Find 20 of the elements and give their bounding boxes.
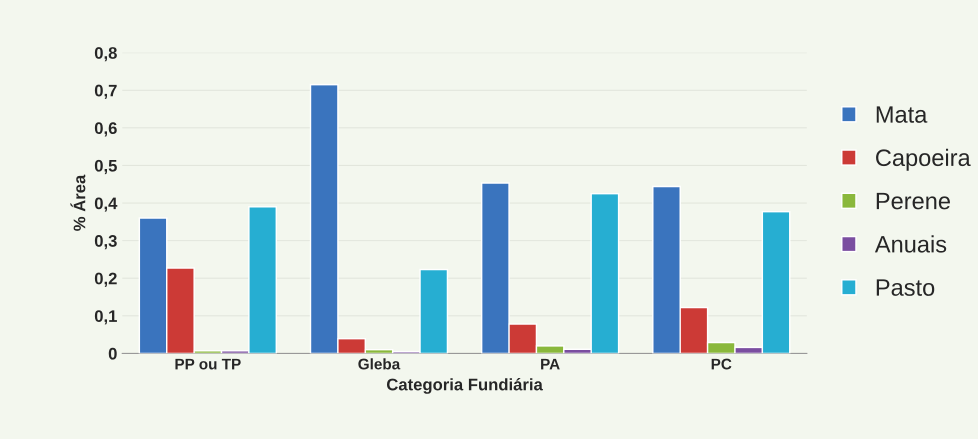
x-tick-label: PP ou TP — [175, 358, 241, 370]
legend-label: Anuais — [874, 235, 946, 253]
y-tick-label: 0,6 — [94, 122, 117, 136]
x-tick-label: Gleba — [358, 358, 400, 370]
x-axis-title: Categoria Fundiária — [386, 378, 543, 394]
y-tick-label: 0,8 — [94, 47, 117, 62]
y-tick-label: 0 — [108, 348, 117, 360]
x-tick-label: PA — [541, 358, 560, 370]
legend-label: Pasto — [876, 279, 934, 296]
y-tick-label: 0,4 — [94, 197, 118, 212]
y-tick-label: 0,5 — [94, 160, 117, 174]
y-tick-label: 0,3 — [94, 235, 117, 250]
y-tick-label: 0,1 — [94, 310, 117, 324]
y-tick-label: 0,7 — [94, 84, 117, 99]
legend-label: Mata — [876, 106, 928, 123]
legend-label: Perene — [876, 192, 950, 210]
y-tick-label: 0,2 — [94, 272, 117, 287]
legend-label: Capoeira — [876, 148, 971, 171]
y-axis-title: % Área — [70, 174, 86, 231]
x-tick-label: PC — [712, 358, 732, 370]
